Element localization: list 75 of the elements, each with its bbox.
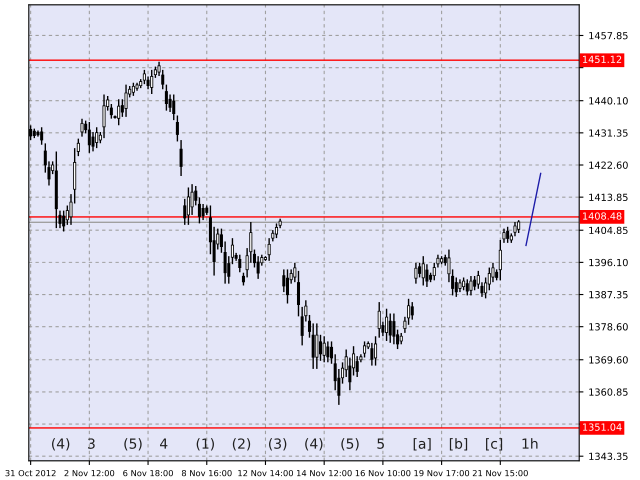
annotation: (5) [124, 438, 142, 451]
x-tick-label: 19 Nov 17:00 [414, 470, 470, 476]
candlestick [502, 228, 506, 243]
annotation: [c] [486, 438, 502, 451]
candlestick [296, 270, 300, 316]
candlestick [374, 336, 378, 366]
candlestick [102, 94, 106, 138]
candlestick [458, 279, 462, 292]
candlestick [80, 118, 84, 137]
x-tick-label: 12 Nov 14:00 [238, 470, 294, 476]
candlestick [506, 226, 510, 243]
candlestick [318, 334, 322, 361]
x-tick-label: 31 Oct 2012 [6, 470, 56, 476]
y-tick-label: 1457.85 [589, 32, 628, 40]
candlestick [164, 84, 168, 111]
candlestick [186, 187, 190, 225]
ref-line-label: 1408.48 [583, 212, 622, 220]
candlestick [124, 84, 128, 117]
candlestick [410, 302, 414, 320]
candlestick [172, 94, 176, 120]
x-tick-label: 6 Nov 18:00 [123, 470, 173, 476]
annotation: (4) [52, 438, 70, 451]
candlestick [469, 276, 472, 296]
x-tick-label: 14 Nov 12:00 [297, 470, 352, 476]
annotation: [a] [414, 438, 431, 451]
y-tick-label: 1378.60 [589, 323, 628, 331]
candlestick [132, 82, 135, 96]
annotation: 5 [377, 438, 384, 449]
x-tick-label: 8 Nov 16:00 [182, 470, 232, 476]
ref-line-label: 1351.04 [583, 423, 622, 431]
candlestick [400, 332, 403, 344]
y-tick-label: 1360.85 [589, 388, 628, 396]
candlestick [498, 240, 502, 280]
candlestick [202, 204, 205, 220]
y-tick-label: 1422.60 [589, 161, 628, 169]
candlestick [286, 269, 290, 304]
annotation: (5) [341, 438, 359, 451]
annotation: (2) [232, 438, 250, 451]
y-tick-label: 1343.35 [589, 452, 628, 460]
annotation: 3 [88, 438, 95, 449]
candlestick [385, 308, 388, 341]
annotation: 1h [522, 438, 538, 449]
candlestick [322, 336, 326, 362]
candlestick [363, 341, 366, 358]
x-tick-label: 21 Nov 15:00 [472, 470, 528, 476]
x-tick-label: 16 Nov 10:00 [356, 470, 410, 476]
candlestick [517, 220, 520, 233]
annotation: [b] [450, 438, 468, 451]
candlestick [40, 127, 44, 145]
candlestick [466, 279, 469, 296]
candlestick [513, 222, 517, 236]
candlestick [95, 127, 98, 148]
candlestick [180, 140, 183, 176]
y-tick-label: 1387.35 [589, 291, 628, 298]
y-tick-label: 1404.85 [589, 226, 628, 234]
y-tick-label: 1440.10 [589, 97, 628, 105]
candlestick [422, 256, 425, 286]
candlestick [150, 70, 154, 94]
y-tick-label: 1396.10 [589, 258, 628, 266]
candlestick [315, 323, 318, 369]
candlestick [414, 262, 418, 284]
annotation: (1) [196, 438, 214, 451]
annotation: (3) [269, 438, 286, 451]
candlestick [176, 115, 179, 142]
ref-line-label: 1451.12 [583, 56, 622, 64]
candlestick [378, 302, 381, 338]
y-tick-label: 1369.60 [589, 356, 628, 364]
annotation: (4) [305, 438, 322, 451]
y-tick-label: 1413.85 [589, 194, 628, 201]
annotation: 4 [160, 438, 168, 449]
y-tick-label: 1431.35 [589, 129, 628, 137]
candlestick [117, 99, 120, 126]
candlestick [238, 254, 242, 272]
x-tick-label: 2 Nov 12:00 [64, 470, 114, 476]
candlestick [88, 122, 91, 153]
